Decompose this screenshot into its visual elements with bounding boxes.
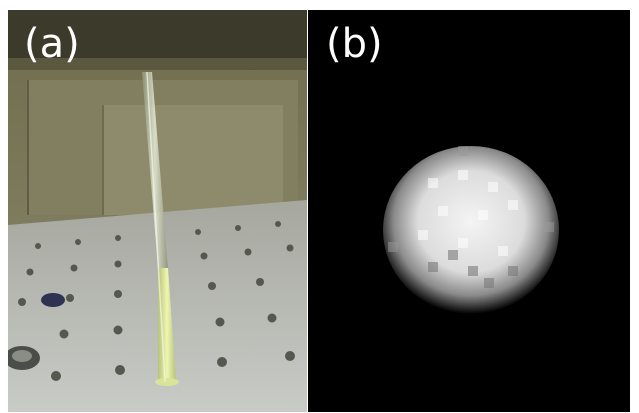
- panel-a-photo: (a): [8, 10, 307, 412]
- bright-spot-image: [308, 10, 630, 412]
- panel-b-image: (b): [308, 10, 630, 412]
- optical-table-photo: [8, 10, 307, 412]
- panel-label-a: (a): [24, 21, 80, 67]
- panel-label-b: (b): [326, 21, 383, 67]
